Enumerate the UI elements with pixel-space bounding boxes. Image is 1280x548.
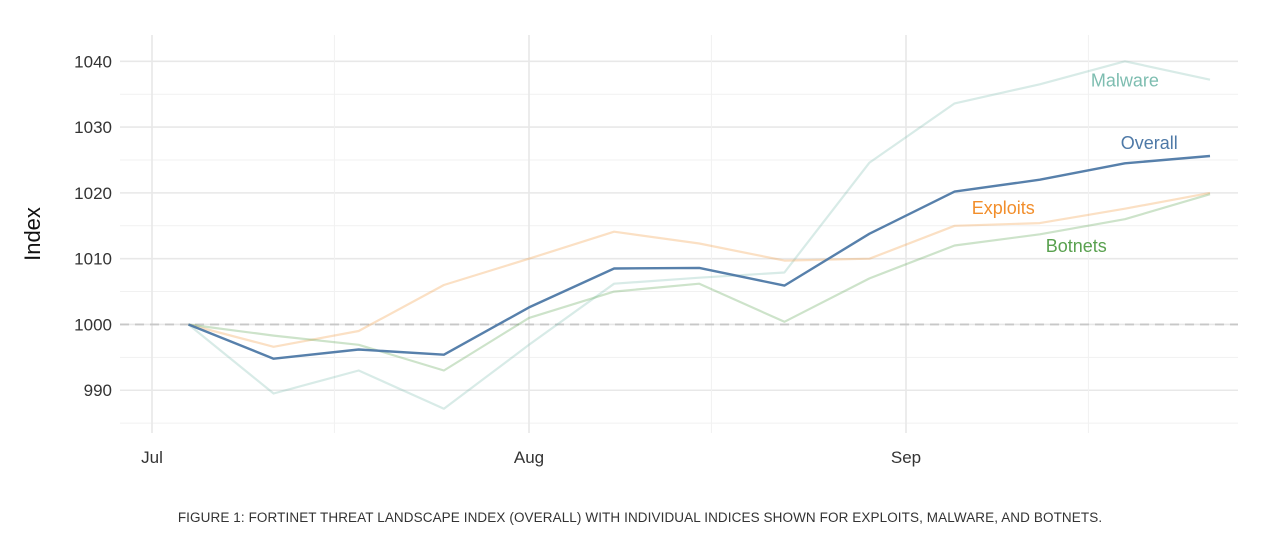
y-axis-ticks: 990 1000 1010 1020 1030 1040 [74, 52, 112, 400]
series-label-malware: Malware [1091, 70, 1159, 90]
y-tick-label: 1000 [74, 315, 112, 334]
series-label-overall: Overall [1121, 133, 1178, 153]
y-axis-label: Index [20, 207, 45, 261]
y-tick-label: 1010 [74, 250, 112, 269]
series-line-malware [187, 60, 1211, 410]
series-labels: Malware Overall Exploits Botnets [972, 70, 1178, 256]
series-line-overall [188, 154, 1211, 360]
series-lines [187, 60, 1211, 410]
x-tick-label: Aug [514, 448, 544, 467]
series-line-exploits [188, 191, 1211, 348]
y-tick-label: 990 [84, 381, 112, 400]
y-tick-label: 1020 [74, 184, 112, 203]
x-tick-label: Jul [141, 448, 163, 467]
series-line-botnets [188, 193, 1211, 372]
line-chart: Jul Aug Sep 990 1000 1010 1020 1030 1040 Malwar… [20, 35, 1238, 467]
series-label-botnets: Botnets [1046, 236, 1107, 256]
x-axis-ticks: Jul Aug Sep [141, 448, 921, 467]
y-tick-label: 1030 [74, 118, 112, 137]
series-label-exploits: Exploits [972, 198, 1035, 218]
x-tick-label: Sep [891, 448, 921, 467]
y-tick-label: 1040 [74, 52, 112, 71]
grid-lines [120, 35, 1238, 433]
figure-caption: FIGURE 1: FORTINET THREAT LANDSCAPE INDE… [177, 510, 1103, 525]
